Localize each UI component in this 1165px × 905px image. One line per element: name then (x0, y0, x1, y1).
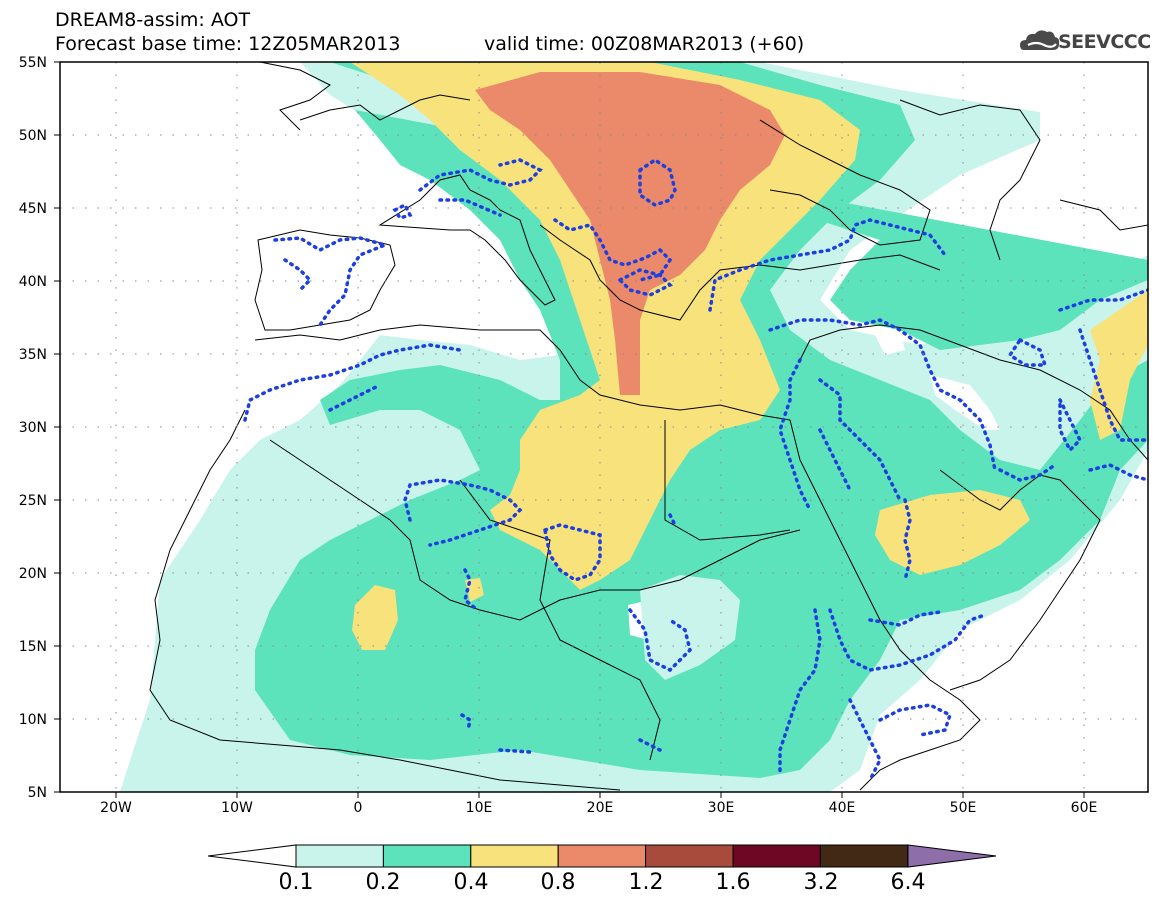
valid-time: valid time: 00Z08MAR2013 (+60) (484, 33, 805, 55)
colorbar-label: 3.2 (803, 870, 839, 895)
coastlines (149, 62, 1148, 791)
lon-label: 10W (221, 800, 253, 816)
lat-label: 35N (19, 347, 47, 363)
colorbar-label: 0.1 (278, 870, 314, 895)
colorbar-segment (470, 844, 559, 868)
colorbar-label: 6.4 (890, 870, 926, 895)
colorbar-label: 1.2 (628, 870, 664, 895)
lon-label: 0 (354, 800, 363, 816)
aot-level-0.4-east (875, 490, 1030, 575)
lat-label: 40N (19, 274, 47, 290)
colorbar-segment (732, 844, 821, 868)
lat-label: 45N (19, 201, 47, 217)
lon-label: 20E (587, 800, 614, 816)
tick-marks (54, 61, 1085, 798)
lat-label: 10N (19, 712, 47, 728)
colorbar-segment (557, 844, 647, 868)
lat-label: 5N (28, 785, 47, 801)
colorbar-segment (295, 844, 384, 868)
colorbar-right-arrow (907, 844, 997, 868)
latitude-labels: 55N 50N 45N 40N 35N 30N 25N 20N 15N 10N … (19, 55, 47, 801)
lon-label: 20W (100, 800, 132, 816)
colorbar-segment (645, 844, 734, 868)
lat-label: 30N (19, 420, 47, 436)
lat-label: 20N (19, 566, 47, 582)
aot-clear-spot-4 (930, 375, 1000, 430)
cloud-logo-icon (1020, 30, 1060, 50)
lat-label: 25N (19, 493, 47, 509)
lat-label: 50N (19, 128, 47, 144)
colorbar-label: 0.4 (453, 870, 489, 895)
colorbar-label: 0.2 (365, 870, 401, 895)
lat-label: 55N (19, 55, 47, 71)
lon-label: 30E (708, 800, 735, 816)
forecast-base-time: Forecast base time: 12Z05MAR2013 (55, 33, 401, 55)
lon-label: 40E (829, 800, 856, 816)
colorbar (207, 844, 997, 868)
colorbar-segment (382, 844, 472, 868)
lon-label: 50E (950, 800, 977, 816)
lon-label: 10E (466, 800, 493, 816)
map-title: DREAM8-assim: AOT (55, 9, 251, 31)
aot-contours (120, 62, 1148, 792)
aot-level-0.8 (475, 72, 785, 395)
logo-text: SEEVCCC (1058, 31, 1151, 53)
colorbar-label: 1.6 (715, 870, 751, 895)
aot-level-0.4-sahel (352, 585, 398, 650)
aot-clear-spot-2 (640, 575, 740, 680)
lon-label: 60E (1071, 800, 1098, 816)
colorbar-left-arrow (207, 844, 297, 868)
aot-clear-spot-3 (875, 330, 905, 355)
colorbar-label: 0.8 (540, 870, 576, 895)
longitude-labels: 20W 10W 0 10E 20E 30E 40E 50E 60E (100, 800, 1097, 816)
lat-label: 15N (19, 639, 47, 655)
blue-dotted-contours (243, 157, 1148, 782)
colorbar-segment (819, 844, 909, 868)
